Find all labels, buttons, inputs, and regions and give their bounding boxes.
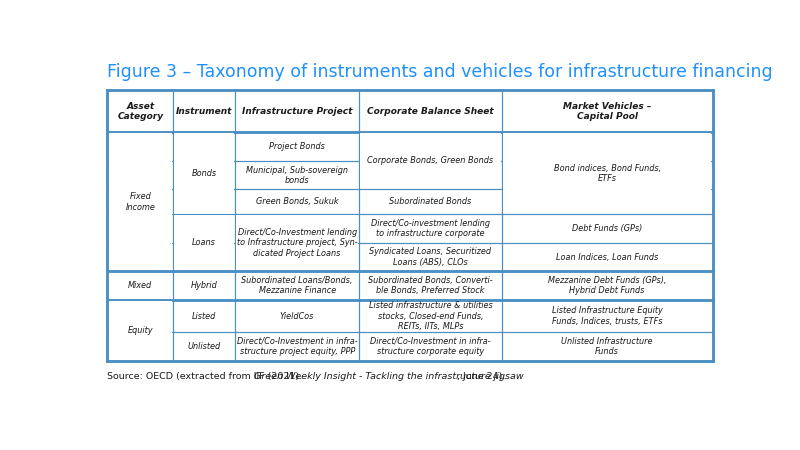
Bar [109,301,172,360]
Text: Subordinated Bonds, Converti-
ble Bonds, Preferred Stock: Subordinated Bonds, Converti- ble Bonds,… [368,276,493,295]
Text: Asset
Category: Asset Category [118,102,163,121]
Bar [237,216,358,270]
Text: Project Bonds: Project Bonds [270,142,325,151]
Text: Source: OECD (extracted from IIF (2021).: Source: OECD (extracted from IIF (2021). [107,372,306,381]
Text: Mixed: Mixed [128,281,152,290]
Text: Corporate Balance Sheet: Corporate Balance Sheet [367,107,494,116]
Text: Listed infrastructure & utilities
stocks, Closed-end Funds,
REITs, IITs, MLPs: Listed infrastructure & utilities stocks… [369,301,492,331]
Text: Green Bonds, Sukuk: Green Bonds, Sukuk [256,198,338,207]
Text: Bond indices, Bond Funds,
ETFs: Bond indices, Bond Funds, ETFs [554,164,661,183]
Text: Listed: Listed [192,311,216,320]
Text: Direct/Co-Investment in infra-
structure corporate equity: Direct/Co-Investment in infra- structure… [370,337,490,356]
Text: Direct/Co-Investment in infra-
structure project equity, PPP: Direct/Co-Investment in infra- structure… [237,337,358,356]
Text: Bonds: Bonds [191,169,217,178]
Text: Debt Funds (GPs): Debt Funds (GPs) [572,224,642,233]
Text: Syndicated Loans, Securitized
Loans (ABS), CLOs: Syndicated Loans, Securitized Loans (ABS… [370,248,491,267]
Text: Subordinated Bonds: Subordinated Bonds [390,198,471,207]
Text: , June 24).: , June 24). [457,372,505,381]
Text: Green Weekly Insight - Tackling the infrastructure jigsaw: Green Weekly Insight - Tackling the infr… [254,372,523,381]
Text: Corporate Bonds, Green Bonds: Corporate Bonds, Green Bonds [367,157,494,166]
Text: Direct/Co-Investment lending
to Infrastructure project, Syn-
dicated Project Loa: Direct/Co-Investment lending to Infrastr… [237,228,358,258]
Bar [109,134,172,270]
Text: Equity: Equity [127,326,153,335]
Bar [503,134,711,213]
Text: Loans: Loans [192,238,216,248]
Text: Instrument: Instrument [176,107,232,116]
Text: Fixed
Income: Fixed Income [126,192,155,212]
Text: Unlisted: Unlisted [187,342,221,351]
Text: Figure 3 – Taxonomy of instruments and vehicles for infrastructure financing: Figure 3 – Taxonomy of instruments and v… [107,63,773,81]
Text: Market Vehicles –
Capital Pool: Market Vehicles – Capital Pool [563,102,651,121]
Text: Infrastructure Project: Infrastructure Project [242,107,352,116]
Bar [360,134,501,189]
Text: Municipal, Sub-sovereign
bonds: Municipal, Sub-sovereign bonds [246,166,348,185]
Text: Unlisted Infrastructure
Funds: Unlisted Infrastructure Funds [562,337,653,356]
Text: Mezzanine Debt Funds (GPs),
Hybrid Debt Funds: Mezzanine Debt Funds (GPs), Hybrid Debt … [548,276,666,295]
Text: Loan Indices, Loan Funds: Loan Indices, Loan Funds [556,252,658,261]
Text: Direct/Co-investment lending
to infrastructure corporate: Direct/Co-investment lending to infrastr… [371,219,490,239]
Bar [174,216,234,270]
Text: YieldCos: YieldCos [280,311,314,320]
Text: Hybrid: Hybrid [190,281,218,290]
Text: Listed Infrastructure Equity
Funds, Indices, trusts, ETFs: Listed Infrastructure Equity Funds, Indi… [552,306,662,326]
Text: Subordinated Loans/Bonds,
Mezzanine Finance: Subordinated Loans/Bonds, Mezzanine Fina… [242,276,353,295]
Bar [174,134,234,213]
